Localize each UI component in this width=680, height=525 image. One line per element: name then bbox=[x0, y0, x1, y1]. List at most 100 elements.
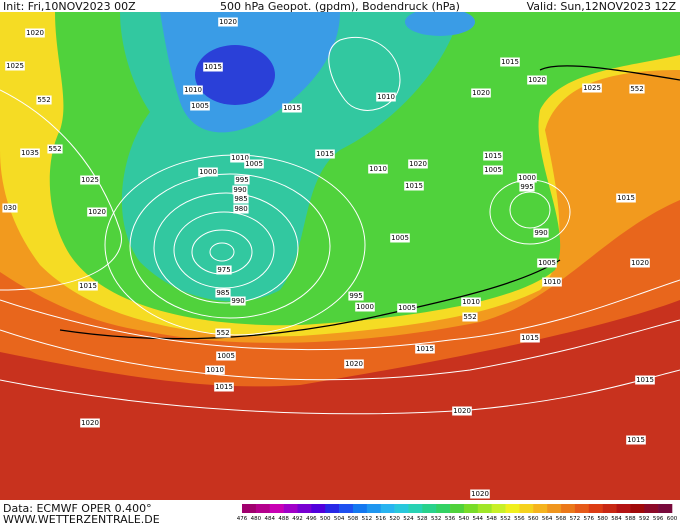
legend-level: 520 bbox=[389, 516, 400, 522]
label-box bbox=[205, 365, 225, 375]
legend-level: 588 bbox=[625, 516, 636, 522]
legend-swatch bbox=[477, 504, 492, 513]
label-box bbox=[2, 203, 18, 213]
valid-time: Valid: Sun,12NOV2023 12Z bbox=[527, 0, 677, 13]
label-box bbox=[533, 228, 549, 238]
isobar-label: 1010 bbox=[206, 366, 224, 374]
isobar-label: 1020 bbox=[453, 407, 471, 415]
legend-swatch bbox=[644, 504, 659, 513]
legend-swatch bbox=[505, 504, 520, 513]
label-box bbox=[190, 101, 210, 111]
legend-swatch bbox=[561, 504, 576, 513]
legend-level: 484 bbox=[264, 516, 275, 522]
map-title: 500 hPa Geopot. (gpdm), Bodendruck (hPa) bbox=[220, 0, 460, 13]
legend-level: 476 bbox=[237, 516, 248, 522]
label-box bbox=[47, 144, 63, 154]
isobar bbox=[153, 192, 299, 304]
legend-swatch bbox=[533, 504, 548, 513]
isobar-label: 030 bbox=[3, 204, 16, 212]
isobar-label: 1005 bbox=[538, 259, 556, 267]
legend-swatch bbox=[602, 504, 617, 513]
label-box bbox=[80, 175, 100, 185]
isobar-label: 990 bbox=[534, 229, 547, 237]
isobar-label: 1010 bbox=[231, 154, 249, 162]
isobar-label: 1010 bbox=[543, 278, 561, 286]
legend-level: 552 bbox=[500, 516, 511, 522]
isobar-label: 1005 bbox=[217, 352, 235, 360]
isobar-label: 1025 bbox=[81, 176, 99, 184]
isobar bbox=[129, 173, 331, 319]
isobar bbox=[328, 36, 401, 111]
legend-level: 560 bbox=[528, 516, 539, 522]
label-box bbox=[20, 148, 40, 158]
isobar bbox=[509, 191, 551, 229]
legend-level: 548 bbox=[486, 516, 497, 522]
label-box bbox=[519, 182, 535, 192]
isobar-label: 1010 bbox=[377, 93, 395, 101]
label-box bbox=[233, 194, 249, 204]
legend-level: 524 bbox=[403, 516, 414, 522]
legend-swatch bbox=[630, 504, 645, 513]
isobar-label: 1000 bbox=[518, 174, 536, 182]
label-box bbox=[5, 61, 25, 71]
label-box bbox=[215, 328, 231, 338]
isobar bbox=[0, 279, 680, 351]
isobar-label: 552 bbox=[630, 85, 643, 93]
legend-swatch bbox=[519, 504, 534, 513]
isobar-label: 552 bbox=[48, 145, 61, 153]
label-box bbox=[630, 258, 650, 268]
isobar-label: 1020 bbox=[26, 29, 44, 37]
isobar-label: 1020 bbox=[472, 89, 490, 97]
label-box bbox=[582, 83, 602, 93]
isobar-labels: 1020 1020 1025 1015 1010 1005 1015 1010 1015 1020… bbox=[2, 17, 655, 499]
legend-swatch bbox=[436, 504, 451, 513]
isobar-label: 995 bbox=[520, 183, 533, 191]
legend-swatch bbox=[380, 504, 395, 513]
isobar-label: 1005 bbox=[191, 102, 209, 110]
isobar-label: 990 bbox=[231, 297, 244, 305]
isobar-label: 985 bbox=[216, 289, 229, 297]
isobar-label: 1015 bbox=[405, 182, 423, 190]
label-box bbox=[376, 92, 396, 102]
legend-swatch bbox=[394, 504, 409, 513]
legend-level: 504 bbox=[334, 516, 345, 522]
contour-552 bbox=[539, 65, 680, 81]
label-box bbox=[517, 173, 537, 183]
label-box bbox=[183, 85, 203, 95]
legend-level: 500 bbox=[320, 516, 331, 522]
isobar-label: 1005 bbox=[398, 304, 416, 312]
isobar-label: 1020 bbox=[631, 259, 649, 267]
isobar-label: 1020 bbox=[219, 18, 237, 26]
isobar-label: 1015 bbox=[617, 194, 635, 202]
label-box bbox=[452, 406, 472, 416]
isobar-label: 552 bbox=[463, 313, 476, 321]
legend-swatch bbox=[366, 504, 382, 513]
legend-level: 540 bbox=[459, 516, 470, 522]
legend-level: 480 bbox=[251, 516, 262, 522]
isobar-label: 1015 bbox=[501, 58, 519, 66]
isobar-label: 1035 bbox=[21, 149, 39, 157]
label-box bbox=[218, 17, 238, 27]
data-source: Data: ECMWF OPER 0.400° bbox=[3, 502, 152, 515]
legend-swatch bbox=[463, 504, 479, 513]
isobar-label: 1020 bbox=[409, 160, 427, 168]
label-box bbox=[87, 207, 107, 217]
label-box bbox=[215, 288, 231, 298]
legend-level: 600 bbox=[667, 516, 678, 522]
legend-level: 584 bbox=[611, 516, 622, 522]
field-blue bbox=[405, 8, 475, 36]
isobar-label: 975 bbox=[217, 266, 230, 274]
label-box bbox=[483, 151, 503, 161]
legend-level: 496 bbox=[306, 516, 317, 522]
isobar-label: 990 bbox=[233, 186, 246, 194]
label-box bbox=[232, 185, 248, 195]
legend-level: 556 bbox=[514, 516, 525, 522]
label-box bbox=[542, 277, 562, 287]
isobar-label: 980 bbox=[234, 205, 247, 213]
isobar-label: 1010 bbox=[462, 298, 480, 306]
isobar-label: 1020 bbox=[345, 360, 363, 368]
map-field bbox=[0, 8, 680, 500]
contour-552 bbox=[59, 259, 561, 340]
legend-swatch bbox=[616, 504, 631, 513]
